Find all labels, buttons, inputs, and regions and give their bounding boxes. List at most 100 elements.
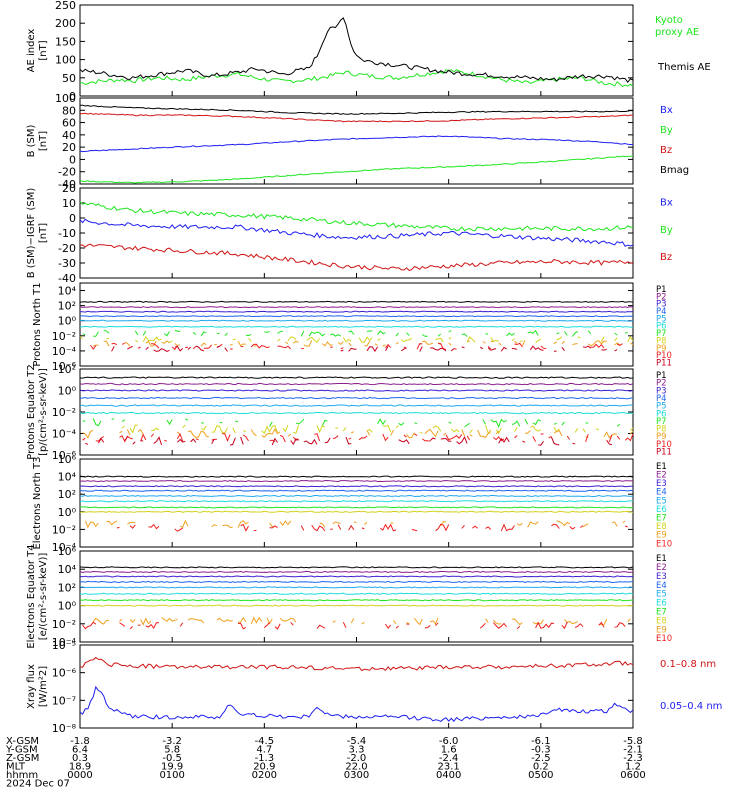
legend-label: Bmag [660, 165, 689, 176]
x-axis-value: -2.0 [347, 753, 367, 764]
series-line-p11 [127, 345, 133, 350]
series-line-p8 [358, 336, 373, 343]
series-line-p8 [535, 339, 541, 343]
legend-label: P4 [656, 394, 667, 404]
series-line-e10 [385, 623, 392, 629]
legend-label: E8 [656, 616, 667, 626]
series-line-p8 [142, 335, 162, 342]
series-line-p9 [350, 431, 355, 434]
series-line-p10 [340, 347, 344, 350]
series-line-p10 [608, 434, 613, 442]
series-line-p11 [480, 346, 484, 350]
series-line-p8 [448, 336, 452, 340]
series-line-p9 [490, 340, 494, 343]
series-line-p8 [485, 424, 491, 434]
series-line-p7 [166, 419, 173, 426]
y-tick-label: 10⁶ [58, 453, 77, 466]
panel-ee: 10⁻⁴ 10⁻² 10⁰ 10² 10⁴ 10⁶ Electrons Equator T4… [26, 544, 672, 649]
x-axis-row-label: Z-GSM [6, 753, 39, 764]
y-tick-label: 10⁴ [58, 563, 77, 576]
series-line-p8 [595, 428, 600, 431]
series-line-p11 [229, 437, 236, 446]
series-line-e10 [148, 523, 160, 530]
series-line-p10 [382, 433, 389, 442]
x-axis-value: 1.6 [441, 745, 457, 756]
series-line-p9 [524, 430, 531, 434]
series-line-p9 [521, 340, 526, 346]
x-axis-value: 0200 [252, 770, 277, 781]
series-line-p8 [79, 336, 83, 340]
series-line-p11 [601, 348, 607, 351]
y-tick-label: 10⁰ [58, 600, 77, 613]
series-line-p11 [271, 437, 278, 446]
series-line-by [79, 155, 634, 184]
series-line-p9 [348, 342, 352, 347]
legend-label: P7 [656, 329, 667, 339]
x-axis-value: 18.9 [69, 762, 91, 773]
series-line-p10 [192, 345, 197, 350]
series-line-p8 [243, 430, 247, 433]
y-tick-label: 40 [62, 129, 76, 142]
series-line-p10 [453, 348, 457, 350]
series-line-p11 [240, 436, 244, 445]
y-tick-label: 10² [58, 488, 76, 501]
y-axis-unit: [e/(cm²-s-sr-keV)] [38, 553, 49, 641]
series-line-e9 [187, 618, 205, 624]
series-line-p7 [174, 330, 181, 333]
series-line-p3 [79, 389, 634, 392]
series-line-p10 [164, 439, 168, 442]
series-line-e10 [240, 523, 249, 532]
series-line-p10 [590, 343, 605, 349]
series-line-p9 [630, 342, 634, 346]
series-line-p11 [85, 442, 89, 445]
y-tick-label: 10⁻⁶ [52, 360, 77, 373]
series-line-p11 [529, 345, 544, 351]
legend-label: 0.1–0.8 nm [660, 659, 716, 670]
series-line-p8 [382, 424, 392, 433]
series-line-e1 [79, 475, 634, 478]
series-line-e9 [222, 524, 233, 528]
series-line-p2 [79, 306, 634, 309]
series-line-p8 [121, 425, 126, 429]
series-line-p4 [80, 315, 634, 318]
series-line-p9 [553, 429, 563, 437]
series-line-p6 [79, 325, 634, 328]
series-line-e9 [279, 617, 297, 623]
series-line-p10 [624, 433, 634, 442]
legend-label: P8 [656, 425, 667, 435]
x-axis-value: 0600 [620, 770, 645, 781]
series-line-e10 [174, 527, 183, 532]
y-tick-label: -20 [58, 242, 76, 255]
series-line-p9 [364, 340, 371, 347]
series-line-p11 [385, 345, 389, 352]
x-axis-value: 0100 [159, 770, 184, 781]
series-line-p9 [237, 341, 246, 347]
series-line-p9 [250, 429, 257, 437]
date-label: 2024 Dec 07 [6, 779, 70, 790]
series-line-p10 [150, 433, 155, 438]
series-line-e9 [627, 618, 631, 623]
series-line-e10 [485, 526, 492, 530]
series-line-p10 [151, 343, 160, 349]
series-line-p8 [514, 427, 518, 432]
legend-label: P6 [656, 409, 667, 419]
series-line-0-1-0-8-nm [79, 656, 634, 672]
series-line-e10 [561, 621, 568, 630]
series-line-p8 [248, 337, 252, 342]
legend-label: E10 [656, 634, 672, 644]
series-line-e10 [342, 621, 347, 628]
y-tick-label: 200 [55, 17, 76, 30]
series-line-p9 [603, 431, 618, 439]
series-line-e10 [569, 526, 576, 530]
series-line-e9 [429, 617, 439, 625]
legend-label: P10 [656, 440, 672, 450]
series-line-p11 [324, 437, 331, 444]
series-line-p7 [93, 331, 99, 337]
series-line-p10 [416, 343, 423, 350]
series-line-p11 [177, 438, 186, 443]
series-line-p10 [90, 344, 97, 350]
series-line-p9 [572, 343, 578, 346]
series-line-p8 [435, 337, 444, 343]
y-tick-label: 10⁻⁶ [52, 449, 77, 462]
y-tick-label: -10 [58, 227, 76, 240]
